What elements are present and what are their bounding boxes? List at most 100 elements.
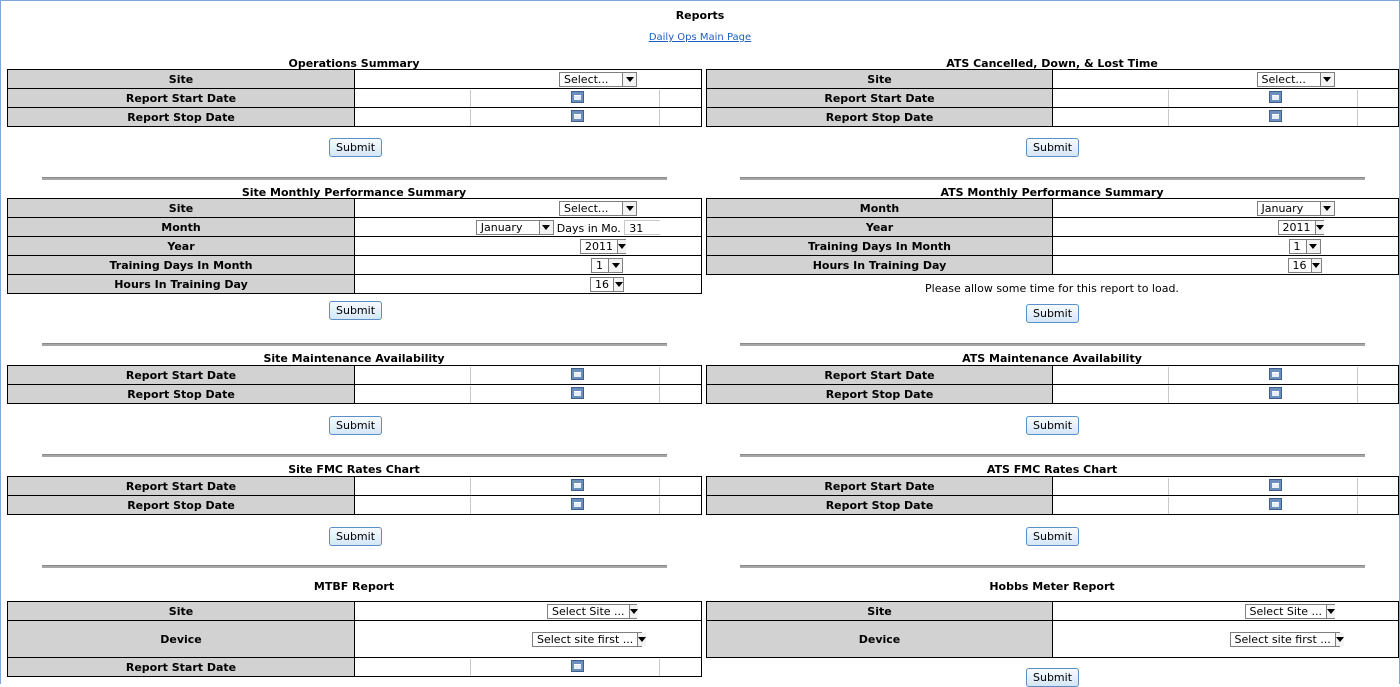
stop-date-input[interactable] [1168, 386, 1358, 403]
ats-fmc-submit-button[interactable]: Submit [1026, 527, 1080, 546]
divider [740, 177, 1365, 180]
daily-ops-main-page-link[interactable]: Daily Ops Main Page [648, 32, 752, 43]
ats-cancelled-submit-button[interactable]: Submit [1026, 138, 1080, 157]
main-page-link-wrap: Daily Ops Main Page [0, 32, 1400, 43]
hours-label: Hours In Training Day [706, 255, 1053, 275]
month-cell: January [1052, 198, 1399, 218]
site-select[interactable]: Select Site ... [1244, 603, 1336, 619]
calendar-icon[interactable] [571, 479, 584, 491]
year-select[interactable]: 2011 [580, 238, 626, 254]
month-cell: January Days in Mo. 31 [354, 217, 702, 237]
month-select[interactable]: January [475, 219, 554, 235]
ats-maintenance-title: ATS Maintenance Availability [962, 352, 1142, 365]
site-maintenance-submit-button[interactable]: Submit [329, 416, 383, 435]
stop-date-cell [1052, 495, 1399, 515]
chevron-down-icon [1305, 239, 1320, 253]
site-label: Site [706, 69, 1053, 89]
start-date-cell [354, 88, 702, 108]
device-row: Device Select site first ... [706, 620, 1399, 658]
start-date-input[interactable] [470, 659, 660, 676]
ats-monthly-form: Month January Year 2011 Training Days In… [706, 198, 1399, 275]
calendar-icon[interactable] [571, 110, 584, 122]
training-days-select[interactable]: 1 [1288, 238, 1321, 254]
training-days-select[interactable]: 1 [591, 257, 623, 273]
year-cell: 2011 [354, 236, 702, 256]
stop-date-label: Report Stop Date [706, 107, 1053, 127]
start-date-input[interactable] [1168, 90, 1358, 107]
calendar-icon[interactable] [571, 91, 584, 103]
calendar-icon[interactable] [571, 368, 584, 380]
ats-fmc-form: Report Start Date Report Stop Date [706, 476, 1399, 515]
start-date-input[interactable] [470, 478, 660, 495]
hours-cell: 16 [1052, 255, 1399, 275]
site-select[interactable]: Select... [559, 200, 637, 216]
start-date-row: Report Start Date [706, 365, 1399, 385]
ats-monthly-submit-button[interactable]: Submit [1026, 304, 1080, 323]
month-select[interactable]: January [1256, 200, 1335, 216]
site-select-value: Select Site ... [1249, 604, 1323, 618]
site-select[interactable]: Select Site ... [547, 603, 638, 619]
hours-select[interactable]: 16 [590, 276, 624, 292]
calendar-icon[interactable] [1269, 498, 1282, 510]
divider [42, 177, 667, 180]
training-days-value: 1 [1293, 239, 1301, 253]
training-days-value: 1 [596, 258, 603, 272]
chevron-down-icon [617, 239, 626, 253]
hours-row: Hours In Training Day 16 [7, 274, 702, 294]
hours-select[interactable]: 16 [1287, 257, 1322, 273]
days-in-month: Days in Mo. 31 [557, 219, 661, 235]
stop-date-input[interactable] [1168, 497, 1358, 514]
operations-summary-submit-button[interactable]: Submit [329, 138, 383, 157]
ats-maintenance-form: Report Start Date Report Stop Date [706, 365, 1399, 404]
load-time-note: Please allow some time for this report t… [925, 282, 1179, 295]
calendar-icon[interactable] [1269, 387, 1282, 399]
device-select-value: Select site first ... [537, 632, 634, 646]
device-select[interactable]: Select site first ... [1229, 631, 1344, 647]
ats-maintenance-submit-button[interactable]: Submit [1026, 416, 1080, 435]
month-select-value: January [480, 220, 523, 234]
calendar-icon[interactable] [1269, 479, 1282, 491]
chevron-down-icon [1310, 258, 1321, 272]
device-cell: Select site first ... [354, 620, 702, 658]
stop-date-label: Report Stop Date [7, 384, 355, 404]
site-monthly-submit-button[interactable]: Submit [329, 301, 383, 320]
start-date-row: Report Start Date [706, 88, 1399, 108]
chevron-down-icon [637, 632, 647, 646]
page-title: Reports [675, 9, 725, 22]
start-date-input[interactable] [1168, 478, 1358, 495]
start-date-input[interactable] [470, 367, 660, 384]
year-select[interactable]: 2011 [1277, 219, 1324, 235]
ats-fmc-title: ATS FMC Rates Chart [986, 463, 1118, 476]
stop-date-input[interactable] [470, 109, 660, 126]
site-select[interactable]: Select... [1256, 71, 1335, 87]
month-select-value: January [1261, 201, 1304, 215]
calendar-icon[interactable] [1269, 110, 1282, 122]
hours-value: 16 [1292, 258, 1307, 272]
year-label: Year [7, 236, 355, 256]
hobbs-meter-submit-button[interactable]: Submit [1026, 668, 1080, 687]
stop-date-input[interactable] [1168, 109, 1358, 126]
operations-summary-form: Site Select... Report Start Date Report … [7, 69, 702, 127]
site-select-value: Select... [564, 72, 609, 86]
calendar-icon[interactable] [1269, 368, 1282, 380]
device-cell: Select site first ... [1052, 620, 1399, 658]
site-select[interactable]: Select... [559, 71, 637, 87]
stop-date-cell [354, 107, 702, 127]
calendar-icon[interactable] [571, 387, 584, 399]
divider [42, 565, 667, 568]
start-date-cell [1052, 476, 1399, 496]
calendar-icon[interactable] [571, 498, 584, 510]
mtbf-form: Site Select Site ... Device Select site … [7, 601, 702, 677]
chevron-down-icon [622, 72, 636, 86]
start-date-input[interactable] [1168, 367, 1358, 384]
site-fmc-submit-button[interactable]: Submit [329, 527, 383, 546]
stop-date-input[interactable] [470, 497, 660, 514]
stop-date-input[interactable] [470, 386, 660, 403]
start-date-row: Report Start Date [7, 476, 702, 496]
start-date-input[interactable] [470, 90, 660, 107]
calendar-icon[interactable] [571, 660, 584, 672]
mtbf-title: MTBF Report [313, 580, 395, 593]
stop-date-label: Report Stop Date [7, 495, 355, 515]
calendar-icon[interactable] [1269, 91, 1282, 103]
device-select[interactable]: Select site first ... [532, 631, 647, 647]
